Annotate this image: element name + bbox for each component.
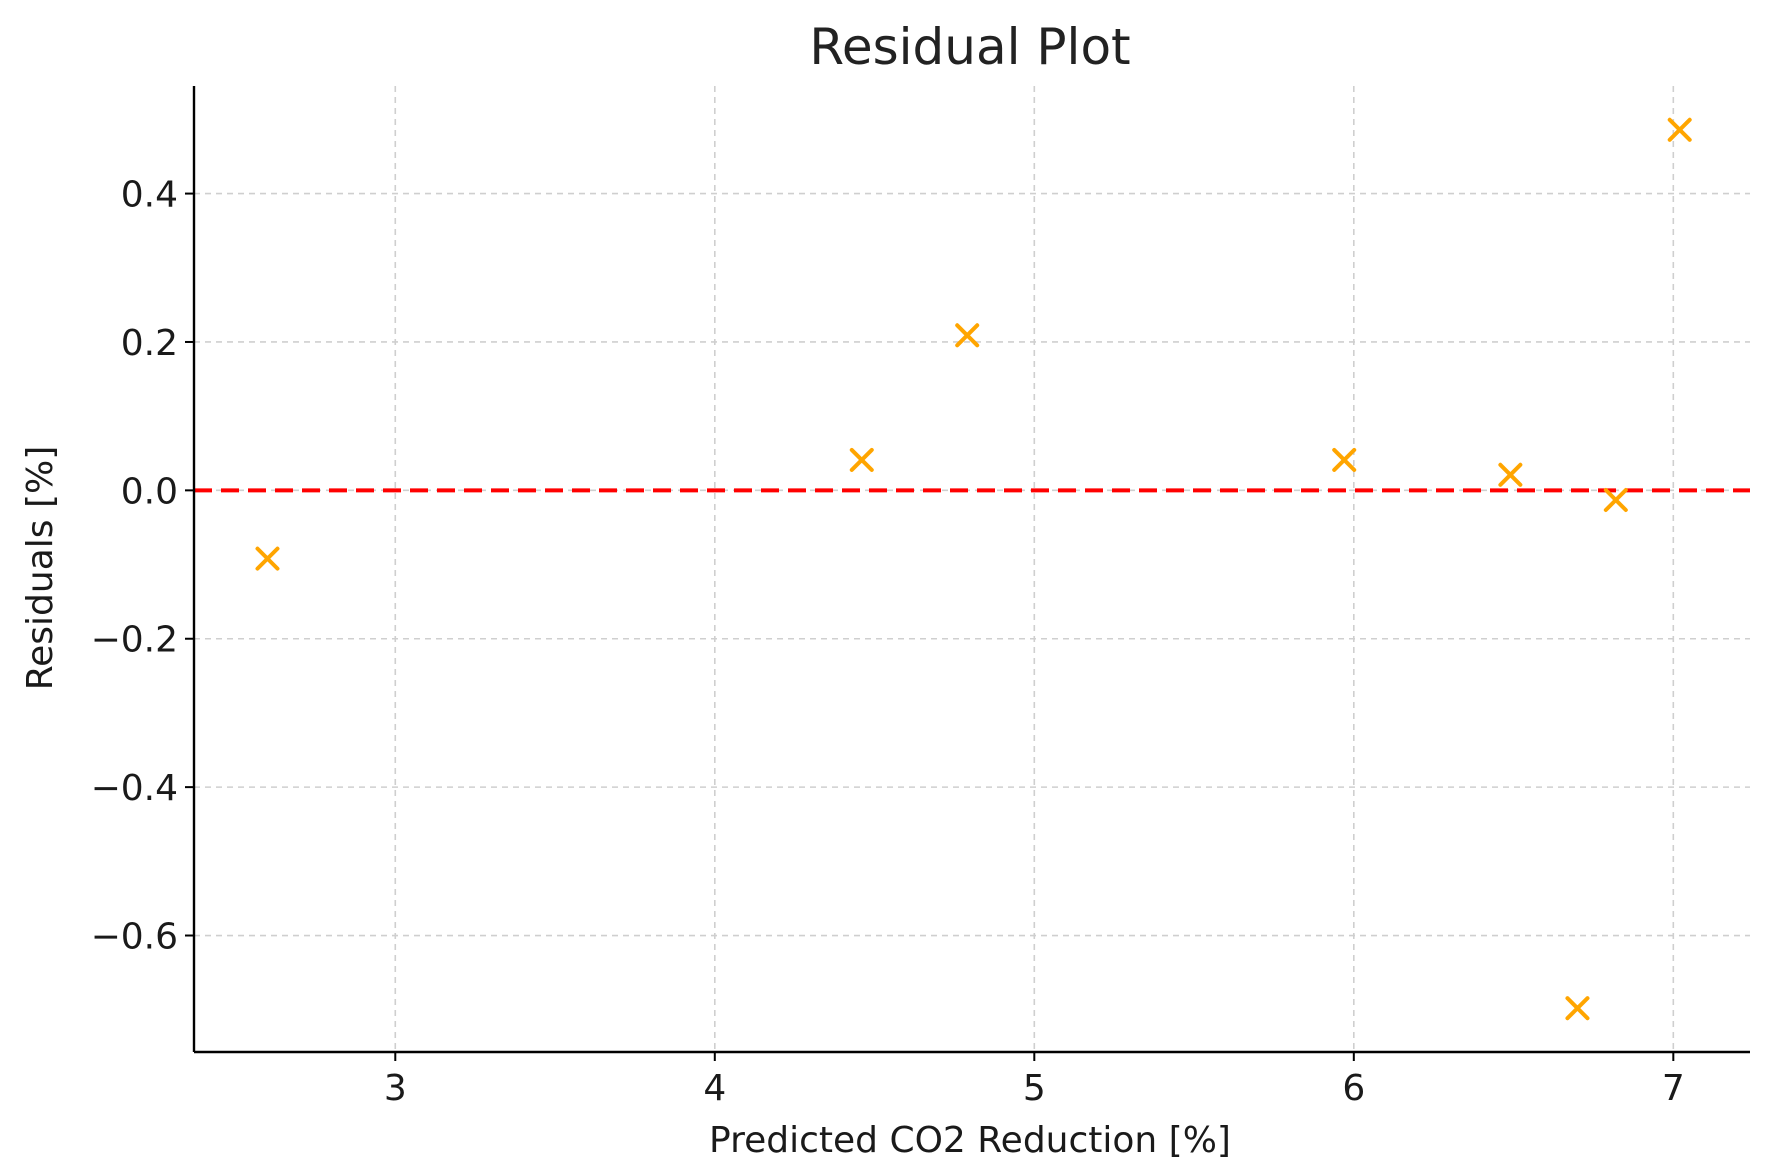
- data-point: [1332, 447, 1357, 472]
- x-tick-label: 7: [1662, 1068, 1685, 1109]
- y-tick-label: 0.4: [121, 175, 178, 216]
- y-tick-label: −0.6: [91, 917, 178, 958]
- y-tick-label: −0.4: [91, 768, 178, 809]
- x-tick-label: 3: [384, 1068, 407, 1109]
- data-point: [955, 323, 980, 348]
- data-point: [1667, 117, 1692, 142]
- y-tick-label: 0.0: [121, 471, 178, 512]
- y-ticks: 0.4 0.2 0.0 −0.2 −0.4 −0.6: [91, 175, 194, 958]
- x-ticks: 3 4 5 6 7: [384, 1052, 1685, 1109]
- grid: [194, 86, 1750, 1052]
- y-tick-label: −0.2: [91, 620, 178, 661]
- data-point: [1565, 996, 1590, 1021]
- data-points: [255, 117, 1692, 1021]
- data-point: [1603, 488, 1628, 512]
- data-point: [255, 546, 280, 571]
- data-point: [849, 447, 874, 472]
- x-tick-label: 5: [1023, 1068, 1046, 1109]
- data-point: [1498, 462, 1523, 487]
- x-axis-label: Predicted CO2 Reduction [%]: [709, 1120, 1231, 1161]
- axes: [192, 86, 1750, 1054]
- y-tick-label: 0.2: [121, 323, 178, 364]
- x-tick-label: 4: [703, 1068, 726, 1109]
- x-tick-label: 6: [1342, 1068, 1365, 1109]
- y-axis-label: Residuals [%]: [20, 446, 61, 691]
- chart-title: Residual Plot: [809, 18, 1130, 76]
